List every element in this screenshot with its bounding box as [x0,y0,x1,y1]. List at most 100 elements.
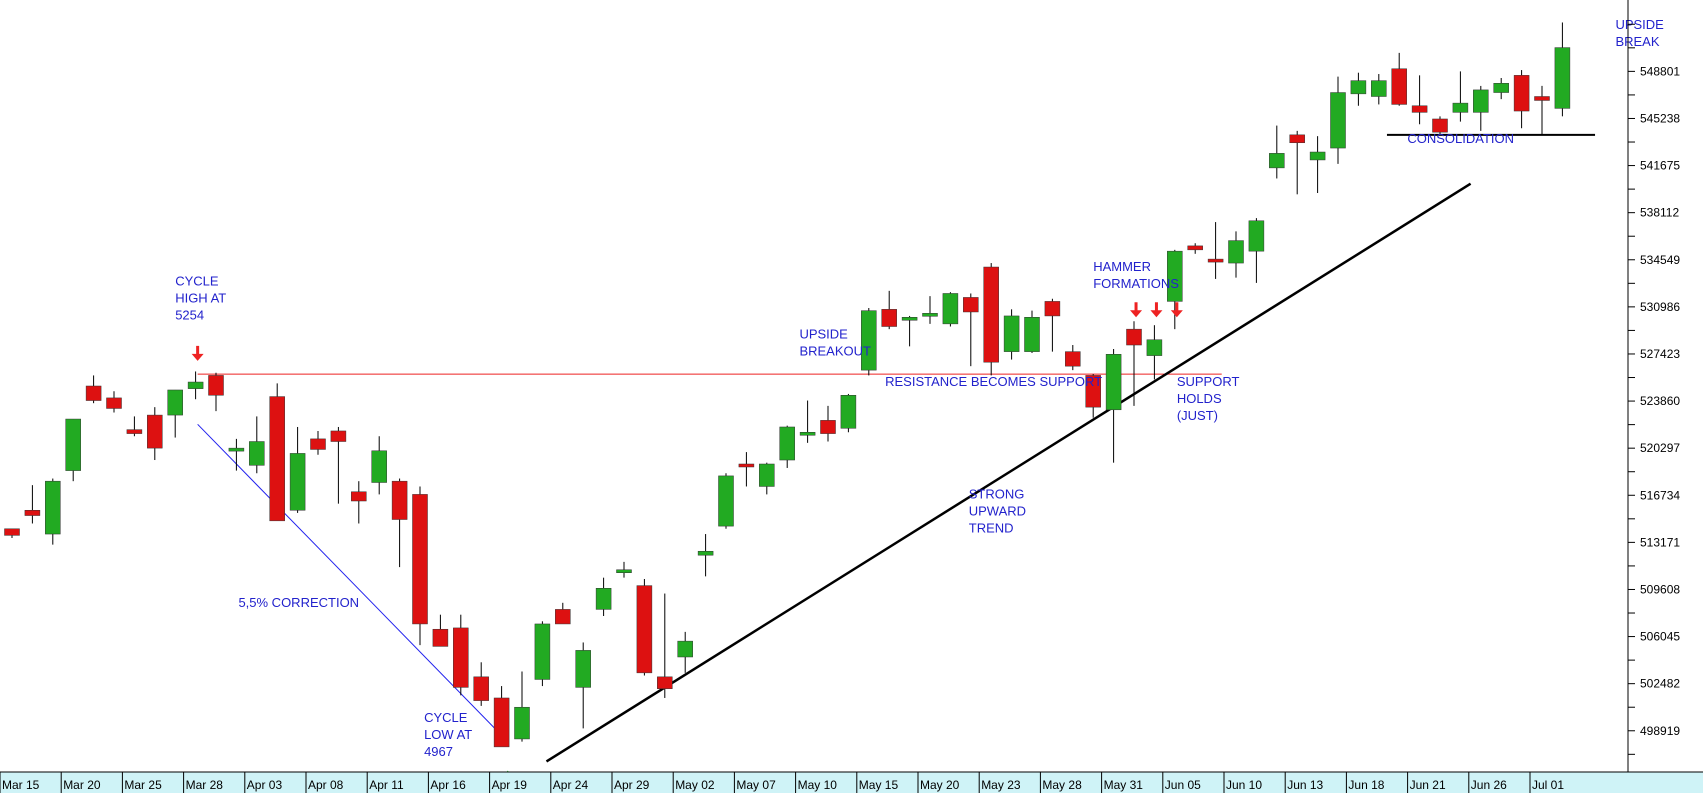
x-tick-label: May 02 [675,778,715,792]
candle [636,579,653,676]
candle-body-up [1473,89,1489,113]
x-tick-label: Jul 01 [1532,778,1564,792]
candle-body-down [85,385,102,401]
arrow-head [1170,310,1183,318]
candle [85,375,102,404]
candle [187,371,204,400]
candle [697,534,714,577]
candle-body-down [1513,75,1530,112]
candle [1024,310,1040,353]
candle-body-up [45,480,61,535]
candle [1493,77,1509,100]
candle [1269,125,1285,179]
annotation-line: UPSIDE [799,326,848,341]
candle-body-up [1146,339,1163,356]
candle-body-down [1411,105,1428,113]
candle [616,561,632,578]
x-tick-label: May 07 [736,778,776,792]
candle [126,416,143,437]
candle-body-up [1269,153,1285,169]
x-tick-label: Mar 25 [124,778,162,792]
candle-body-up [1024,317,1040,352]
candle-body-up [1309,151,1326,161]
x-tick-label: Jun 05 [1165,778,1201,792]
candle-body-down [657,676,673,689]
correction-line [197,423,509,742]
x-tick-label: May 23 [981,778,1021,792]
annotation-line: HAMMER [1093,259,1151,274]
x-tick-label: Apr 08 [308,778,344,792]
candle [412,486,428,646]
candle-body-down [1085,375,1101,408]
candle [738,452,755,487]
candle-body-down [1065,351,1081,367]
annotation-line: SUPPORT [1177,374,1240,389]
candle [820,405,836,442]
candle-body-up [799,432,816,436]
candle-body-down [1187,245,1203,251]
arrow-head [1150,310,1163,318]
annotation-line: RESISTANCE BECOMES SUPPORT [885,374,1102,389]
y-axis: 498919 502482 506045 509608 513171 516734 5202… [1627,0,1680,772]
candle-body-down [1534,96,1550,101]
candle [371,436,387,495]
candle [1207,222,1224,279]
candle [1513,70,1530,129]
candle [1534,85,1550,135]
y-tick-label: 523860 [1640,394,1680,408]
candle-body-down [1207,258,1224,263]
hammer-arrow-1 [1130,302,1143,318]
x-tick-label: Jun 18 [1348,778,1384,792]
candle [1330,76,1346,164]
cycle-high-arrow [191,345,204,361]
candle [4,528,20,539]
candle-body-down [24,510,41,516]
candle-body-down [493,697,510,748]
x-tick-label: Apr 19 [492,778,528,792]
candle-body-down [983,266,999,363]
y-tick-label: 502482 [1640,677,1680,691]
candle [1432,116,1448,135]
annotation-line: (JUST) [1177,408,1218,423]
candle-body-up [922,313,938,317]
correction-label: 5,5% CORRECTION [238,595,359,610]
candle-body-down [1044,301,1061,317]
candle-body-down [820,420,836,434]
candle-body-down [126,429,143,434]
support-holds-label: SUPPORT HOLDS (JUST) [1177,374,1240,423]
candle-body-up [249,441,265,466]
candle [1452,71,1469,122]
candle [65,418,81,482]
candle-body-down [432,628,449,647]
y-tick-label: 548801 [1640,64,1680,78]
candle-body-down [330,430,347,442]
annotation-line: TREND [969,520,1014,535]
x-tick-label: Apr 16 [430,778,466,792]
candle [1309,136,1326,193]
candle [269,383,285,522]
candle-body-up [616,569,632,573]
candle [1167,249,1183,330]
x-tick-label: May 20 [920,778,960,792]
candle [45,478,61,545]
candle-body-up [1228,240,1244,264]
hammer-arrow-3 [1170,302,1183,318]
x-tick-label: Apr 03 [247,778,283,792]
candle [759,462,775,495]
candle [1289,130,1305,195]
candle [351,481,367,524]
y-tick-label: 520297 [1640,441,1680,455]
candle [1228,231,1244,278]
candle [147,407,163,461]
candle-body-up [779,426,795,461]
candle [1126,321,1142,406]
candle [106,391,122,413]
candle [718,473,734,529]
uptrend-line [545,182,1472,763]
candle-body-down [963,297,979,313]
candle [677,631,693,673]
candle [779,425,795,468]
candle [1085,374,1101,418]
candle [1187,243,1203,254]
